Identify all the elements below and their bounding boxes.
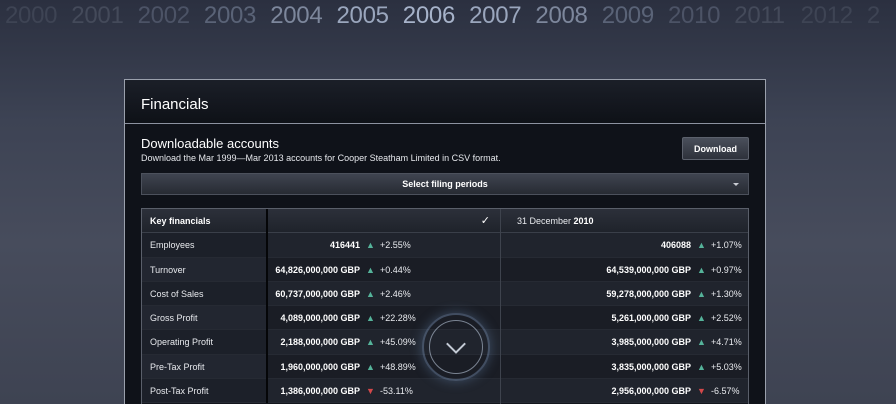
cell-change: +1.07% [711,240,742,251]
year-label[interactable]: 2002 [137,2,191,29]
cell-change: +45.09% [380,337,416,348]
downloadable-accounts: Downloadable accounts Download the Mar 1… [141,136,501,163]
year-label[interactable]: 2 [866,2,880,29]
period-year: 2010 [573,216,594,226]
accounts-description: Download the Mar 1999—Mar 2013 accounts … [141,153,501,163]
cell-change: +4.71% [711,337,742,348]
arrow-up-icon: ▲ [697,288,706,299]
year-label[interactable]: 2001 [71,2,124,29]
cell-change: +2.55% [380,240,411,251]
cell-value: 2,956,000,000 GBP [611,386,691,397]
period-header[interactable]: 31 December 2010✓ [501,209,748,234]
row-label: Turnover [142,257,266,282]
cell-value: 64,826,000,000 GBP [275,264,360,275]
year-label[interactable]: 2007 [469,2,522,29]
scroll-down-button[interactable] [422,313,490,381]
row-label: Cost of Sales [142,281,266,307]
check-icon[interactable]: ✓ [480,215,490,227]
year-label[interactable]: 2008 [535,2,588,29]
arrow-up-icon: ▲ [366,264,375,275]
arrow-up-icon: ▲ [366,313,375,324]
table-cell: 59,278,000,000 GBP ▲ +1.30% [501,281,748,307]
row-label: Employees [142,233,266,258]
cell-value: 4,089,000,000 GBP [280,313,360,324]
arrow-up-icon: ▲ [697,240,706,251]
cell-value: 64,539,000,000 GBP [606,264,691,275]
caret-down-icon [733,183,739,186]
arrow-up-icon: ▲ [366,337,375,348]
cell-value: 60,737,000,000 GBP [275,288,360,299]
year-label[interactable]: 2011 [734,2,785,29]
arrow-up-icon: ▲ [366,240,375,251]
row-label: Gross Profit [142,306,266,331]
cell-change: +0.44% [380,264,411,275]
arrow-up-icon: ▲ [697,337,706,348]
cell-value: 416441 [329,240,360,251]
period-date-prefix: 31 December [517,216,574,226]
financials-panel: Financials Downloadable accounts Downloa… [124,79,766,404]
year-label[interactable]: 2010 [668,2,721,29]
row-label: Post-Tax Profit [142,379,266,404]
table-cell: 2,956,000,000 GBP ▼ -6.57% [501,379,748,404]
cell-change: -53.11% [380,386,413,397]
table-cell: 3,985,000,000 GBP ▲ +4.71% [501,330,748,355]
label-column: Key financials Employees Turnover Cost of … [142,209,268,404]
period-column: 31 December 2010✓ 406088 ▲ +1.07% 64,539,000… [501,209,748,404]
year-timeline: 2000 2001 2002 2003 2004 2005 2006 2007 2008 2009… [0,1,896,31]
arrow-up-icon: ▲ [366,361,375,372]
cell-change: +22.28% [380,313,416,324]
arrow-up-icon: ▲ [697,361,706,372]
cell-change: +1.30% [711,288,742,299]
financials-table[interactable]: Key financials Employees Turnover Cost of … [141,208,749,404]
cell-change: -6.57% [711,386,740,397]
cell-value: 5,261,000,000 GBP [611,313,691,324]
row-label: Operating Profit [142,330,266,355]
arrow-down-icon: ▼ [697,386,706,397]
download-button[interactable]: Download [682,137,749,160]
year-label[interactable]: 2000 [5,2,58,29]
table-cell: 5,261,000,000 GBP ▲ +2.52% [501,306,748,331]
select-filing-periods-label: Select filing periods [402,179,488,189]
year-label[interactable]: 2012 [800,2,854,29]
select-filing-periods-dropdown[interactable]: Select filing periods [141,173,749,195]
cell-value: 2,188,000,000 GBP [280,337,360,348]
cell-value: 1,386,000,000 GBP [280,386,360,397]
cell-change: +2.52% [711,313,742,324]
cell-value: 3,835,000,000 GBP [611,361,691,372]
row-label: Pre-Tax Profit [142,354,266,380]
year-label[interactable]: 2003 [203,2,257,29]
chevron-down-icon [446,334,466,354]
year-label[interactable]: 2006 [402,2,456,29]
arrow-up-icon: ▲ [697,264,706,275]
cell-change: +5.03% [711,361,742,372]
year-label[interactable]: 2005 [336,2,390,29]
year-label[interactable]: 2009 [601,2,655,29]
table-cell: 64,539,000,000 GBP ▲ +0.97% [501,257,748,282]
panel-title: Financials [125,80,765,124]
cell-change: +2.46% [380,288,411,299]
cell-value: 3,985,000,000 GBP [611,337,691,348]
table-cell: 406088 ▲ +1.07% [501,233,748,258]
cell-value: 406088 [660,240,691,251]
year-label[interactable]: 2004 [270,2,323,29]
cell-value: 59,278,000,000 GBP [606,288,691,299]
arrow-up-icon: ▲ [366,288,375,299]
cell-change: +0.97% [711,264,742,275]
accounts-title: Downloadable accounts [141,136,280,151]
table-cell: 3,835,000,000 GBP ▲ +5.03% [501,354,748,380]
key-financials-header: Key financials [142,209,266,234]
arrow-up-icon: ▲ [697,313,706,324]
cell-change: +48.89% [380,361,416,372]
scroll-down-inner-ring [429,320,483,374]
arrow-down-icon: ▼ [366,386,375,397]
cell-value: 1,960,000,000 GBP [280,361,360,372]
